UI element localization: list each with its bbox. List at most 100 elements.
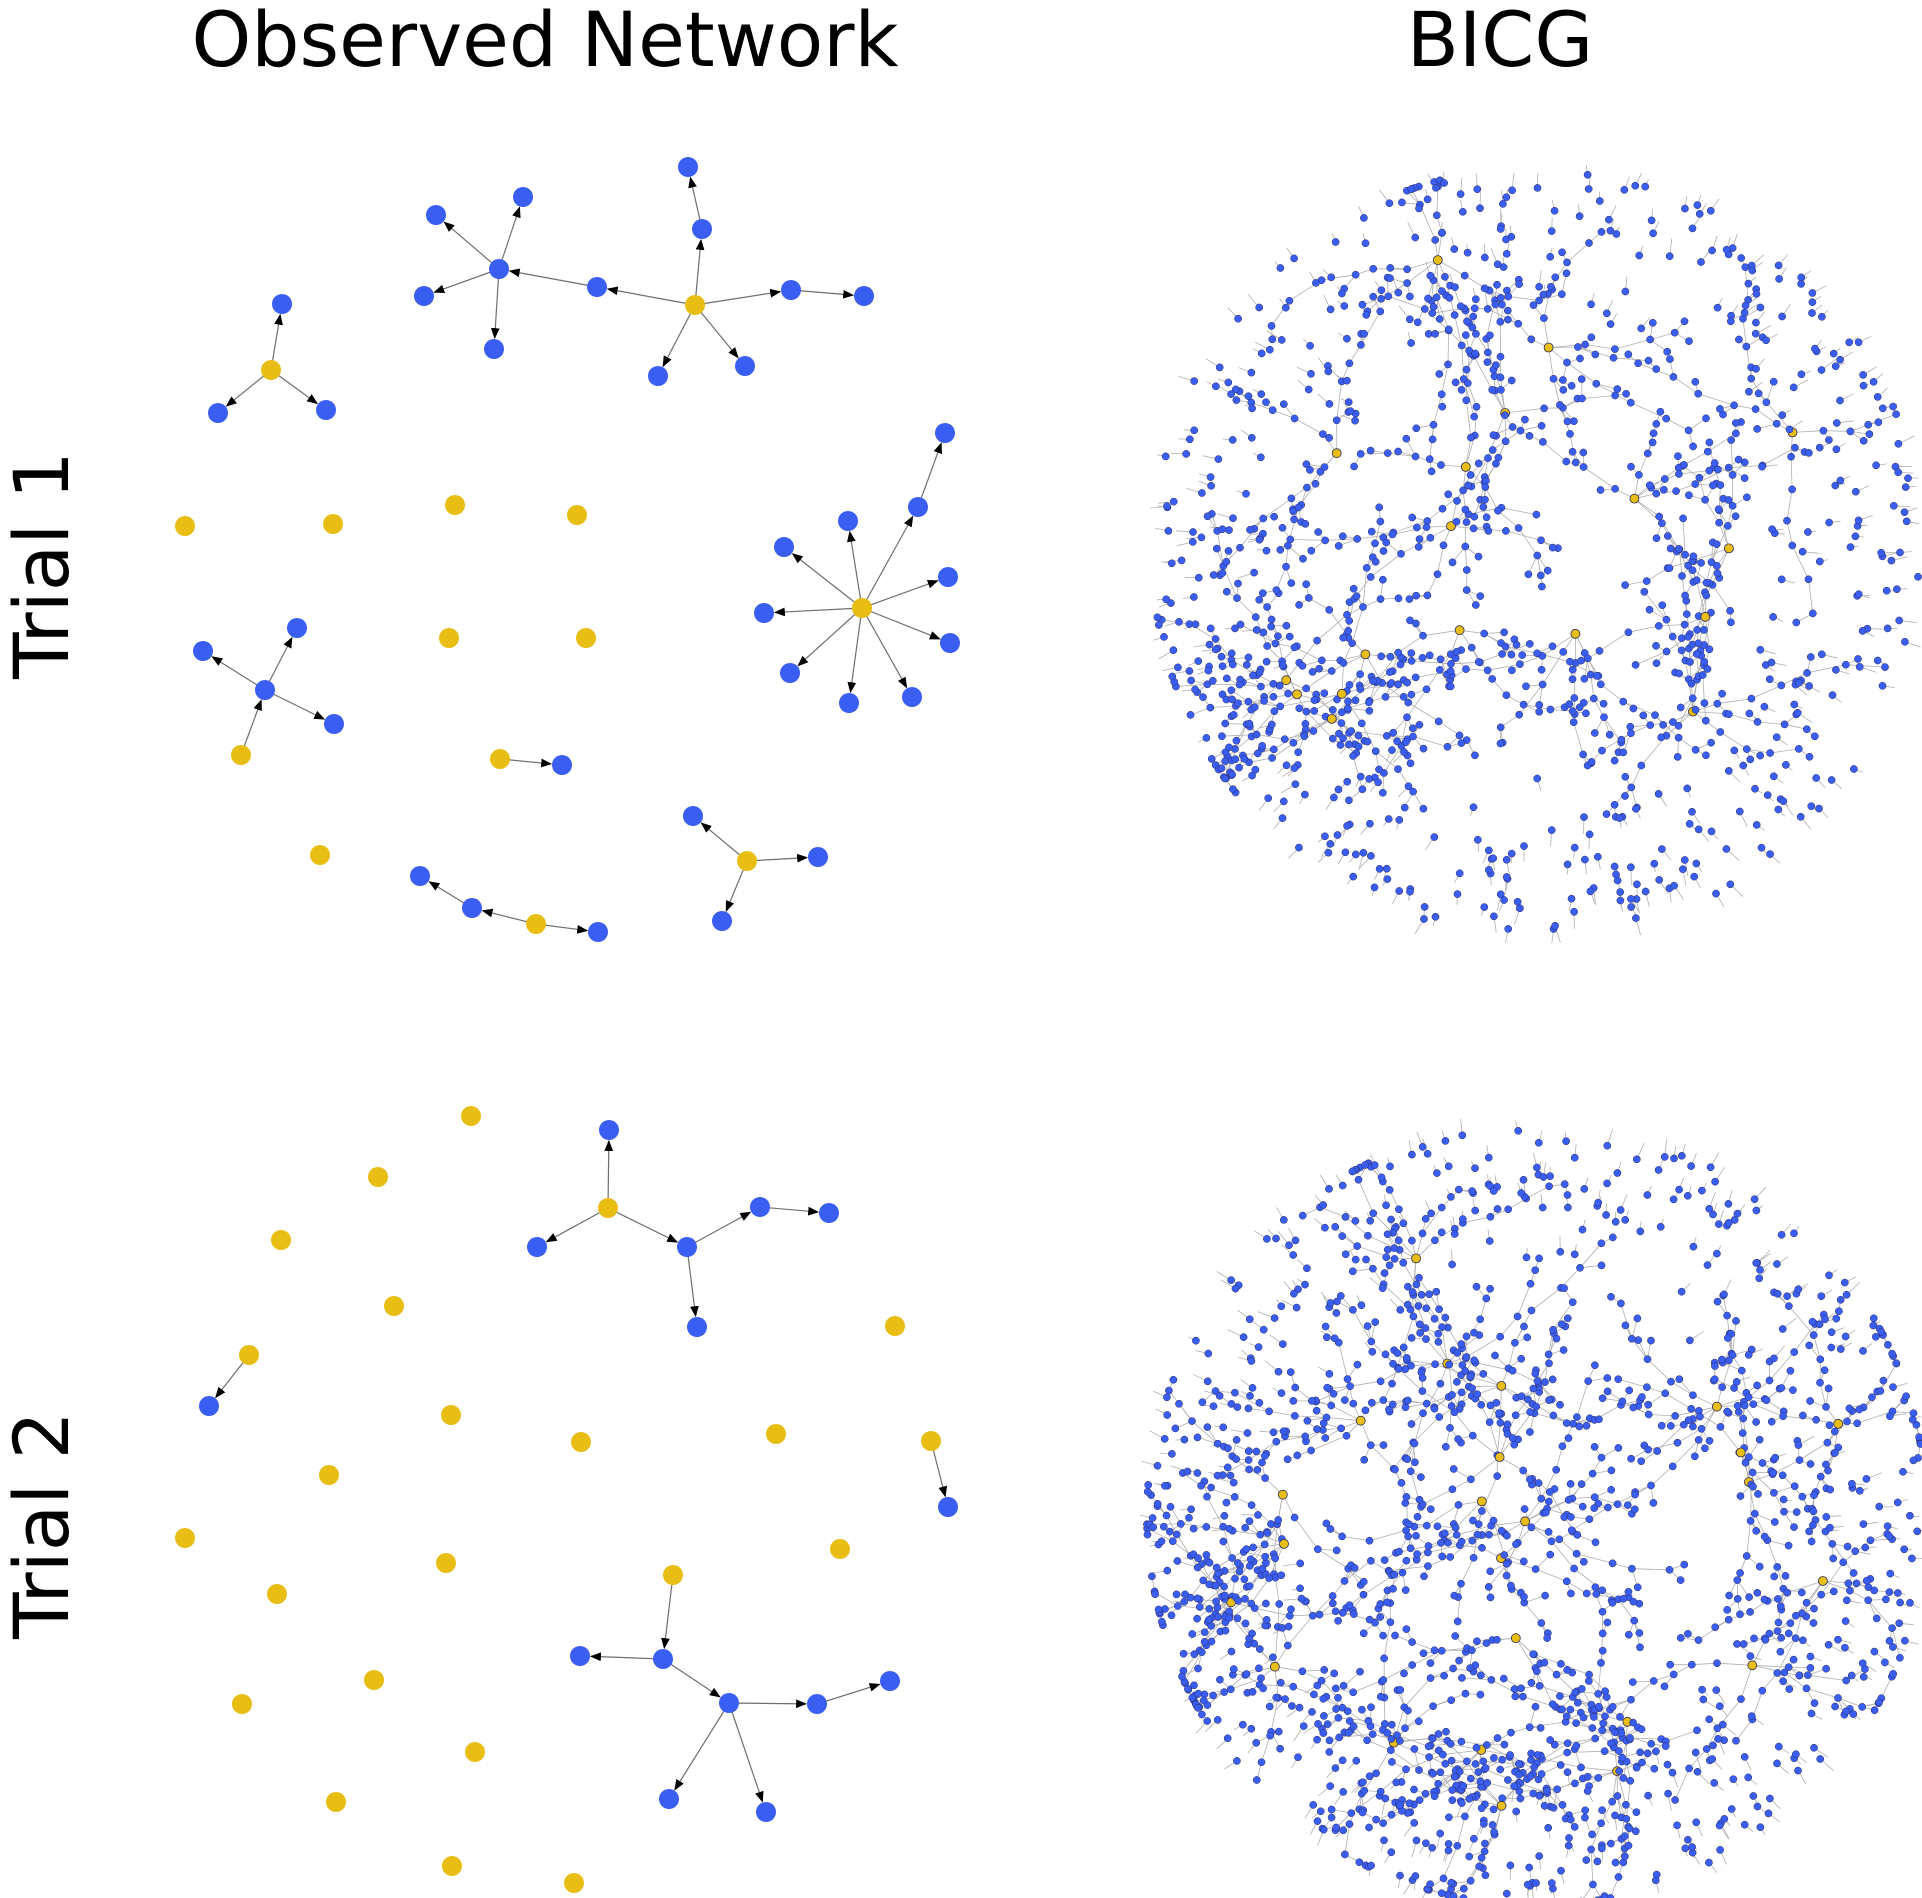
bicg-infected-node	[1372, 1769, 1380, 1778]
bicg-edge	[1457, 1583, 1462, 1622]
bicg-seed-node	[1337, 688, 1347, 699]
bicg-infected-node	[1568, 447, 1577, 456]
bicg-infected-node	[1624, 350, 1633, 359]
bicg-infected-node	[1535, 707, 1544, 716]
bicg-infected-node	[1818, 312, 1826, 321]
bicg-infected-node	[1747, 694, 1756, 703]
bicg-infected-node	[1624, 1841, 1633, 1850]
bicg-edge	[1360, 452, 1388, 455]
bicg-infected-node	[1463, 379, 1472, 387]
bicg-infected-node	[1878, 404, 1887, 413]
bicg-infected-node	[1371, 557, 1380, 566]
bicg-infected-node	[1716, 405, 1724, 413]
bicg-edge	[1287, 1615, 1314, 1646]
bicg-infected-node	[1810, 732, 1819, 741]
bicg-infected-node	[1502, 235, 1510, 244]
bicg-infected-node	[1496, 890, 1505, 899]
bicg-infected-node	[1726, 317, 1735, 326]
bicg-infected-node	[1424, 330, 1433, 338]
bicg-infected-node	[1679, 865, 1687, 874]
bicg-infected-node	[1326, 840, 1335, 848]
bicg-edge	[1436, 260, 1439, 298]
bicg-infected-node	[1437, 390, 1446, 399]
bicg-infected-node	[1228, 770, 1236, 779]
bicg-infected-node	[1508, 423, 1517, 431]
bicg-infected-node	[1564, 1496, 1573, 1504]
bicg-infected-node	[1375, 765, 1383, 774]
bicg-infected-node	[1484, 454, 1492, 462]
bicg-infected-node	[1330, 793, 1338, 802]
bicg-infected-node	[1276, 264, 1285, 272]
bicg-infected-node	[1663, 347, 1672, 356]
bicg-edge	[1580, 1767, 1618, 1772]
bicg-infected-node	[1683, 784, 1692, 793]
bicg-infected-node	[1641, 182, 1650, 191]
bicg-infected-node	[1281, 303, 1290, 312]
seed-node	[239, 1345, 259, 1365]
bicg-infected-node	[1580, 813, 1588, 821]
bicg-infected-node	[1455, 869, 1464, 878]
infected-node	[719, 1693, 739, 1713]
seed-node	[465, 1742, 485, 1762]
bicg-infected-node	[1815, 443, 1824, 452]
bicg-infected-node	[1409, 732, 1417, 741]
bicg-infected-node	[1471, 751, 1479, 760]
bicg-infected-node	[1249, 671, 1257, 680]
bicg-edge	[1543, 318, 1549, 348]
bicg-infected-node	[1365, 706, 1374, 715]
network-edge-arrow	[662, 304, 696, 368]
bicg-infected-node	[1774, 1618, 1783, 1627]
bicg-infected-node	[1752, 318, 1760, 327]
bicg-infected-node	[1579, 698, 1588, 707]
bicg-infected-node	[1245, 719, 1254, 728]
bicg-infected-node	[1504, 292, 1513, 301]
bicg-infected-node	[1489, 431, 1498, 439]
bicg-infected-node	[1702, 591, 1711, 600]
bicg-edge	[1175, 683, 1208, 687]
bicg-infected-node	[1700, 658, 1709, 666]
bicg-infected-node	[1415, 204, 1423, 213]
bicg-infected-node	[1681, 550, 1689, 559]
bicg-infected-node	[1735, 807, 1744, 816]
bicg-infected-node	[1882, 586, 1891, 595]
bicg-infected-node	[1343, 376, 1351, 385]
observed-network-trial-2-panel	[175, 1106, 958, 1893]
bicg-infected-node	[1469, 1516, 1477, 1525]
bicg-infected-node	[1167, 559, 1176, 568]
bicg-infected-node	[1382, 538, 1391, 547]
bicg-edge	[1443, 1845, 1458, 1879]
bicg-edge	[1631, 1338, 1648, 1360]
bicg-infected-node	[1807, 802, 1816, 811]
bicg-infected-node	[1502, 691, 1511, 700]
bicg-edge	[1369, 1530, 1407, 1542]
bicg-infected-node	[1741, 263, 1750, 272]
bicg-infected-node	[1450, 1773, 1459, 1781]
bicg-infected-node	[1265, 345, 1274, 354]
bicg-edge	[1590, 1823, 1602, 1850]
bicg-infected-node	[1271, 639, 1280, 648]
bicg-edge	[1465, 435, 1476, 468]
bicg-edge	[1393, 520, 1428, 533]
bicg-infected-node	[1673, 753, 1682, 761]
bicg-edge	[1787, 1580, 1824, 1594]
bicg-infected-node	[1349, 872, 1358, 881]
bicg-infected-node	[1250, 568, 1258, 577]
bicg-infected-node	[1190, 377, 1199, 385]
bicg-infected-node	[1714, 465, 1722, 474]
bicg-infected-node	[1406, 616, 1414, 625]
bicg-infected-node	[1232, 736, 1241, 745]
bicg-infected-node	[1788, 485, 1796, 494]
bicg-infected-node	[1483, 305, 1492, 313]
infected-node	[692, 219, 712, 239]
bicg-infected-node	[1218, 662, 1227, 671]
bicg-infected-node	[1745, 1453, 1753, 1461]
bicg-infected-node	[1474, 1520, 1483, 1529]
bicg-edge	[1535, 1568, 1567, 1582]
bicg-edge	[1542, 441, 1567, 462]
bicg-infected-node	[1735, 335, 1743, 344]
bicg-infected-node	[1756, 751, 1765, 760]
bicg-edge	[1388, 295, 1425, 310]
bicg-infected-node	[1851, 487, 1860, 496]
bicg-infected-node	[1470, 304, 1479, 313]
bicg-infected-node	[1805, 682, 1813, 690]
